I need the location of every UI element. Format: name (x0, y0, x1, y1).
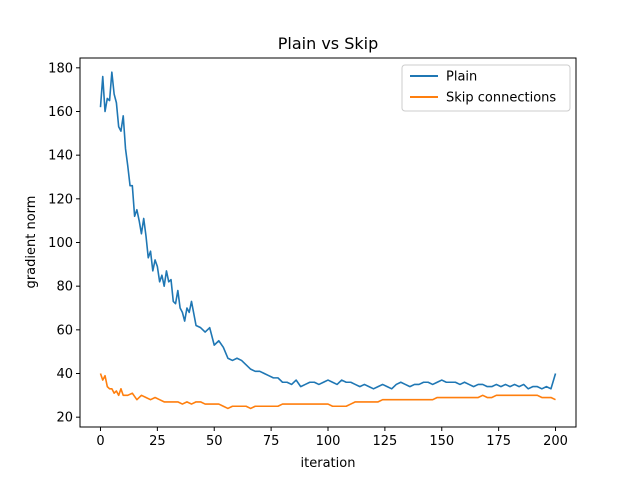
legend-label-plain: Plain (446, 70, 477, 85)
x-axis-label: iteration (301, 456, 356, 471)
y-tick-label: 40 (56, 367, 73, 382)
y-tick-label: 160 (48, 105, 73, 120)
x-tick-label: 175 (486, 434, 511, 449)
y-tick-label: 80 (56, 280, 73, 295)
series-line-skip-connections (99, 373, 556, 410)
x-tick-label: 0 (96, 434, 104, 449)
legend-box (401, 64, 571, 112)
x-tick-label: 75 (263, 434, 280, 449)
x-tick-label: 125 (372, 434, 397, 449)
x-axis: 0 25 50 75 100 125 150 175 200 (96, 427, 568, 449)
y-tick-label: 180 (48, 61, 73, 76)
legend-label-skip-connections: Skip connections (446, 91, 556, 106)
x-tick-label: 150 (429, 434, 454, 449)
y-tick-label: 100 (48, 236, 73, 251)
x-tick-label: 50 (206, 434, 223, 449)
x-tick-label: 200 (543, 434, 568, 449)
y-axis-label: gradient norm (24, 196, 39, 289)
x-tick-label: 25 (149, 434, 166, 449)
x-tick-label: 100 (316, 434, 341, 449)
y-tick-label: 60 (56, 323, 73, 338)
legend: Plain Skip connections (401, 64, 571, 112)
y-axis: 20 40 60 80 100 120 140 160 180 (48, 61, 80, 426)
chart-title: Plain vs Skip (278, 34, 378, 53)
y-tick-label: 120 (48, 192, 73, 207)
y-tick-label: 20 (56, 411, 73, 426)
y-tick-label: 140 (48, 149, 73, 164)
series-line-plain (99, 71, 557, 390)
series-layer (99, 71, 557, 410)
